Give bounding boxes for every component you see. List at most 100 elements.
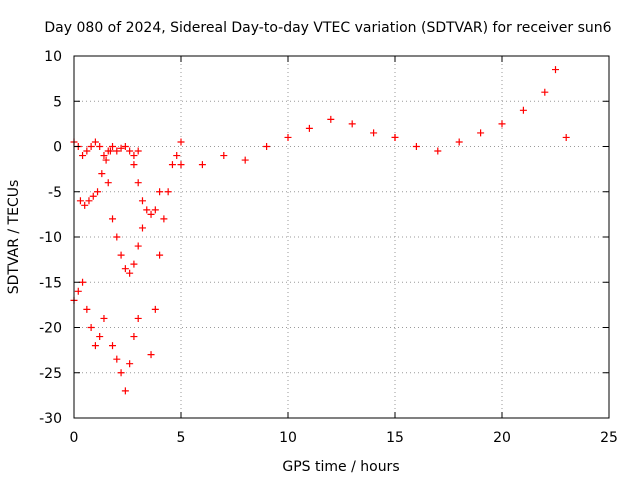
data-point xyxy=(348,120,356,128)
data-point xyxy=(74,287,82,295)
y-tick-label: -15 xyxy=(39,275,62,291)
series-track-c xyxy=(76,147,114,209)
data-point xyxy=(134,147,142,155)
data-point xyxy=(263,143,271,150)
data-point xyxy=(151,305,159,313)
data-point xyxy=(177,161,185,169)
data-point xyxy=(100,152,108,160)
x-axis-tick-labels: 0 5 10 15 20 25 xyxy=(70,430,618,446)
data-point xyxy=(477,129,485,137)
data-point xyxy=(134,179,142,187)
data-point xyxy=(109,342,117,350)
data-point xyxy=(109,143,117,150)
data-point xyxy=(220,152,228,160)
y-tick-label: 10 xyxy=(44,49,62,65)
series-track-e xyxy=(104,179,146,277)
data-point xyxy=(519,106,527,114)
y-tick-label: -5 xyxy=(48,185,62,201)
data-point xyxy=(138,197,146,205)
data-point xyxy=(94,188,102,196)
data-point xyxy=(138,224,146,232)
x-axis-title: GPS time / hours xyxy=(282,459,399,475)
data-point xyxy=(147,351,155,359)
data-point xyxy=(83,305,91,313)
data-point xyxy=(130,260,138,268)
data-point xyxy=(173,152,181,160)
data-point xyxy=(412,143,420,150)
data-point xyxy=(121,387,129,395)
data-point xyxy=(113,355,121,363)
x-tick-label: 15 xyxy=(386,430,404,446)
data-point xyxy=(85,197,93,205)
data-point xyxy=(164,188,172,196)
data-point xyxy=(117,369,125,377)
data-point xyxy=(83,147,91,155)
data-point xyxy=(79,278,87,286)
y-tick-label: -20 xyxy=(39,321,62,337)
data-point xyxy=(100,314,108,322)
data-point xyxy=(134,314,142,322)
data-point xyxy=(117,251,125,259)
data-point xyxy=(168,161,176,169)
y-axis-tick-labels: -30 -25 -20 -15 -10 -5 0 5 10 xyxy=(39,49,62,427)
data-point xyxy=(121,143,129,150)
data-point xyxy=(177,138,185,146)
data-point xyxy=(87,324,95,331)
data-point xyxy=(434,147,442,155)
data-point xyxy=(147,210,155,218)
data-point xyxy=(76,197,84,205)
data-point xyxy=(96,333,104,341)
x-tick-label: 25 xyxy=(600,430,618,446)
data-point xyxy=(104,179,112,187)
data-point xyxy=(156,251,164,259)
data-point xyxy=(370,129,378,137)
data-point xyxy=(305,124,313,132)
data-point xyxy=(156,188,164,196)
data-point xyxy=(143,206,151,214)
data-point xyxy=(455,138,463,146)
data-point xyxy=(89,192,97,200)
data-series xyxy=(70,66,570,395)
data-point xyxy=(198,161,206,169)
data-point xyxy=(87,143,95,150)
data-point xyxy=(96,143,104,150)
axis-ticks xyxy=(73,55,610,419)
grid xyxy=(74,56,609,418)
data-point xyxy=(109,215,117,223)
data-point xyxy=(79,152,87,160)
y-axis-title: SDTVAR / TECUs xyxy=(6,180,22,295)
data-point xyxy=(91,342,99,350)
data-point xyxy=(113,233,121,241)
data-point xyxy=(126,269,134,277)
data-point xyxy=(130,152,138,160)
data-point xyxy=(121,265,129,273)
data-point xyxy=(241,156,249,164)
y-tick-label: -30 xyxy=(39,411,62,427)
data-point xyxy=(91,138,99,146)
data-point xyxy=(106,147,114,155)
series-track-i xyxy=(391,66,570,155)
y-tick-label: -25 xyxy=(39,366,62,382)
data-point xyxy=(541,88,549,96)
data-point xyxy=(102,156,110,164)
x-tick-label: 0 xyxy=(70,430,79,446)
y-tick-label: -10 xyxy=(39,230,62,246)
data-point xyxy=(126,147,134,155)
data-point xyxy=(81,201,89,209)
data-point xyxy=(134,242,142,250)
data-point xyxy=(327,115,335,123)
series-track-b xyxy=(70,278,108,350)
x-tick-label: 10 xyxy=(279,430,297,446)
data-point xyxy=(151,206,159,214)
data-point xyxy=(126,360,134,368)
data-point xyxy=(113,147,121,155)
data-point xyxy=(160,215,168,223)
data-point xyxy=(117,144,125,152)
y-tick-label: 0 xyxy=(53,140,62,156)
chart-title: Day 080 of 2024, Sidereal Day-to-day VTE… xyxy=(44,20,611,36)
data-point xyxy=(498,120,506,128)
y-tick-label: 5 xyxy=(53,94,62,110)
x-tick-label: 5 xyxy=(177,430,186,446)
series-track-a xyxy=(70,138,142,160)
